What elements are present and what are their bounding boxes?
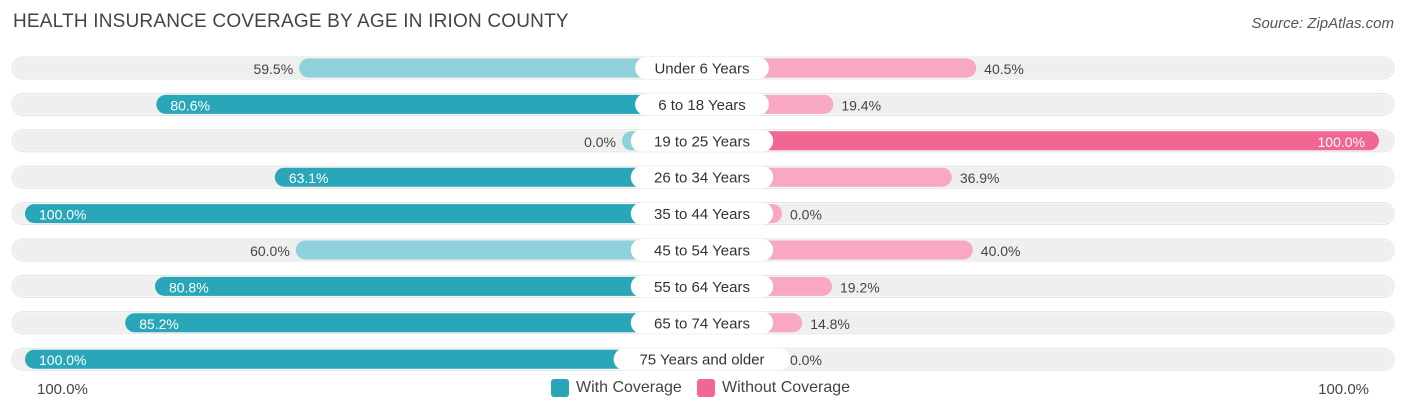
category-pill (613, 348, 791, 371)
value-label-without-coverage: 40.5% (984, 61, 1024, 77)
value-label-without-coverage: 0.0% (790, 207, 822, 223)
legend-without-coverage: Without Coverage (697, 379, 850, 397)
legend-with-coverage: With Coverage (551, 379, 682, 397)
value-label-with-coverage: 80.6% (170, 97, 210, 113)
bar-without-coverage (702, 131, 1379, 151)
category-pill (630, 311, 774, 334)
category-label: 45 to 54 Years (654, 243, 750, 260)
bar-with-coverage (154, 276, 702, 296)
legend-label-with-coverage: With Coverage (576, 379, 682, 396)
value-label-without-coverage: 40.0% (981, 243, 1021, 259)
axis-left-label: 100.0% (37, 381, 88, 398)
category-pill (630, 166, 774, 189)
value-label-with-coverage: 100.0% (39, 207, 86, 223)
category-label: 65 to 74 Years (654, 315, 750, 332)
value-label-without-coverage: 14.8% (810, 316, 850, 332)
category-pill (630, 129, 774, 152)
category-pill (635, 93, 769, 116)
axis-right-label: 100.0% (1318, 381, 1369, 398)
bar-without-coverage (702, 58, 977, 78)
category-pill (635, 57, 769, 79)
category-pill (630, 275, 774, 298)
bar-with-coverage (299, 58, 702, 78)
bar-with-coverage (295, 240, 702, 260)
category-pill (630, 239, 774, 261)
legend-label-without-coverage: Without Coverage (722, 379, 851, 396)
value-label-with-coverage: 60.0% (250, 243, 290, 259)
value-label-with-coverage: 80.8% (169, 279, 209, 295)
category-label: 55 to 64 Years (654, 279, 750, 296)
bar-with-coverage (274, 167, 702, 187)
category-label: 26 to 34 Years (654, 170, 750, 187)
legend-swatch-with-coverage (551, 379, 569, 397)
value-label-with-coverage: 59.5% (253, 61, 293, 77)
bar-with-coverage (125, 313, 703, 333)
value-label-without-coverage: 100.0% (1318, 134, 1365, 150)
value-label-without-coverage: 19.4% (841, 97, 881, 113)
bar-with-coverage (25, 204, 702, 224)
legend-swatch-without-coverage (697, 379, 715, 397)
value-label-without-coverage: 0.0% (790, 352, 822, 368)
category-label: 35 to 44 Years (654, 206, 750, 223)
category-label: 75 Years and older (639, 352, 764, 369)
chart-title: HEALTH INSURANCE COVERAGE BY AGE IN IRIO… (13, 11, 569, 32)
bar-with-coverage (25, 349, 702, 369)
category-label: Under 6 Years (654, 61, 749, 78)
value-label-with-coverage: 63.1% (289, 170, 329, 186)
category-label: 6 to 18 Years (658, 97, 746, 114)
value-label-without-coverage: 36.9% (960, 170, 1000, 186)
value-label-with-coverage: 0.0% (584, 134, 616, 150)
source-note: Source: ZipAtlas.com (1251, 15, 1394, 32)
value-label-with-coverage: 85.2% (139, 316, 179, 332)
bar-with-coverage (156, 94, 702, 114)
category-label: 19 to 25 Years (654, 133, 750, 150)
value-label-without-coverage: 19.2% (840, 279, 880, 295)
category-pill (630, 202, 774, 225)
value-label-with-coverage: 100.0% (39, 352, 86, 368)
